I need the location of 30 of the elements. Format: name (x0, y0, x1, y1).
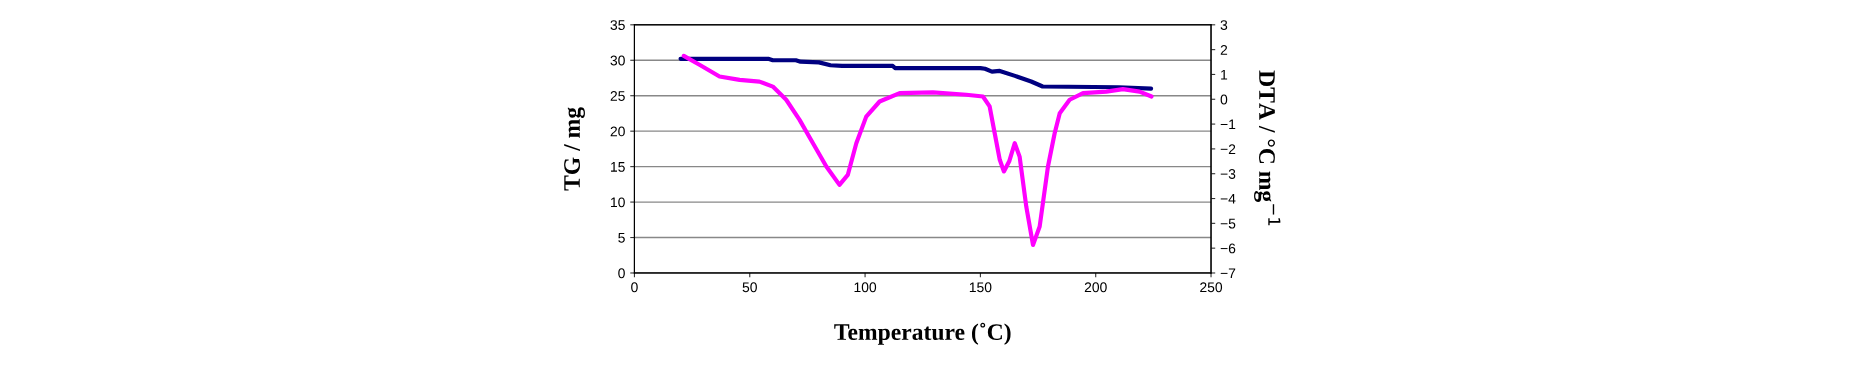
y-tick-label: 30 (610, 55, 625, 66)
y-tick-label: 15 (611, 162, 625, 172)
y2-tick-label: −5 (1220, 218, 1236, 229)
x-tick-label: 150 (969, 282, 992, 293)
x-tick-label: 200 (1084, 282, 1107, 293)
line-series (678, 56, 1154, 91)
x-tick-label: 50 (742, 282, 757, 293)
y-axis-title: TG / mg (564, 107, 585, 191)
x-tick-label: 250 (1200, 282, 1223, 293)
y2-tick-label: −6 (1220, 243, 1236, 254)
x-tick-label: 100 (854, 282, 877, 293)
y2-tick-label: −1 (1220, 119, 1236, 130)
y2-tick-label: −3 (1220, 169, 1236, 179)
y-tick-label: 25 (610, 91, 625, 101)
y2-tick-label: 1 (1221, 69, 1228, 80)
y-tick-label: 5 (618, 233, 625, 243)
y-tick-label: 20 (610, 126, 625, 137)
y2-tick-label: 0 (1220, 94, 1228, 105)
y2-tick-label: 3 (1220, 20, 1228, 30)
y-tick-label: 0 (618, 268, 625, 279)
y2-axis-title: DTA / °C mg$^{−1}$ (1254, 70, 1281, 226)
y2-tick-label: −2 (1220, 144, 1236, 154)
y-tick-label: 10 (611, 197, 625, 208)
x-axis-title: Temperature (˚C) (834, 322, 1011, 345)
y2-tick-label: −4 (1220, 194, 1236, 204)
y2-tick-label: −7 (1220, 268, 1236, 279)
line-series (681, 53, 1154, 248)
y-tick-label: 35 (610, 20, 625, 30)
x-tick-label: 0 (631, 282, 638, 293)
y2-tick-label: 2 (1220, 44, 1228, 55)
